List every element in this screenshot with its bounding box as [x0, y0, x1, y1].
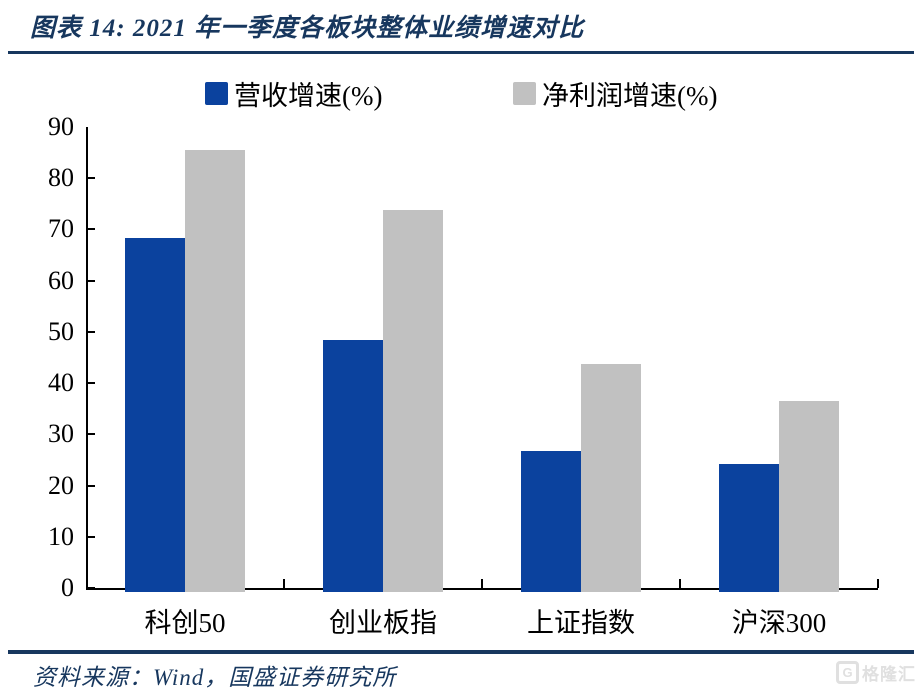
watermark-text: 格隆汇	[862, 665, 916, 684]
bar-营收增速(%)-上证指数	[521, 450, 581, 592]
watermark-logo-icon: G	[836, 661, 859, 684]
y-axis-tick-mark	[86, 535, 95, 538]
legend-label-profit: 净利润增速(%)	[542, 80, 718, 111]
y-axis-tick-mark	[86, 177, 95, 180]
data-source-note: 资料来源：Wind，国盛证券研究所	[33, 665, 397, 690]
y-axis-tick-label: 70	[48, 214, 74, 244]
x-axis-category-label: 沪深300	[731, 608, 827, 638]
y-axis-tick-mark	[86, 228, 95, 231]
watermark: G 格隆汇	[836, 660, 916, 685]
y-axis-tick-label: 80	[48, 163, 74, 193]
y-axis-tick-label: 10	[48, 521, 74, 551]
figure-title: 图表 14: 2021 年一季度各板块整体业绩增速对比	[30, 15, 585, 42]
bar-净利润增速(%)-沪深300	[779, 401, 839, 592]
legend-label-revenue: 营收增速(%)	[234, 80, 383, 111]
y-axis-tick-mark	[86, 330, 95, 333]
y-axis-tick-mark	[86, 382, 95, 385]
footer-divider-line	[8, 650, 914, 654]
y-axis-tick-label: 90	[48, 112, 74, 141]
bar-营收增速(%)-沪深300	[719, 463, 779, 592]
bar-净利润增速(%)-科创50	[185, 149, 245, 592]
y-axis-tick-label: 0	[61, 573, 74, 602]
x-axis-tick-mark	[877, 579, 879, 588]
y-axis-tick-label: 30	[48, 419, 74, 449]
x-axis-line	[86, 588, 878, 590]
x-axis-tick-mark	[679, 579, 681, 588]
x-axis-category-label: 上证指数	[527, 608, 635, 638]
x-axis-category-label: 科创50	[144, 608, 226, 638]
y-axis-tick-mark	[86, 433, 95, 436]
y-axis-line	[86, 127, 88, 590]
x-axis-category-label: 创业板指	[329, 608, 437, 638]
bar-净利润增速(%)-上证指数	[581, 364, 641, 592]
y-axis-tick-label: 40	[48, 368, 74, 398]
legend-swatch-profit	[513, 81, 536, 105]
bar-营收增速(%)-科创50	[125, 238, 185, 592]
y-axis-tick-label: 20	[48, 470, 74, 500]
bar-净利润增速(%)-创业板指	[383, 210, 443, 592]
y-axis-tick-mark	[86, 279, 95, 282]
bar-营收增速(%)-创业板指	[323, 339, 383, 592]
legend-swatch-revenue	[205, 81, 228, 105]
y-axis-tick-mark	[86, 484, 95, 487]
y-axis-tick-label: 50	[48, 316, 74, 346]
title-divider-line	[8, 51, 914, 54]
y-axis-tick-label: 60	[48, 265, 74, 295]
x-axis-tick-mark	[283, 579, 285, 588]
legend-item-profit: 净利润增速(%)	[513, 76, 718, 111]
x-axis-tick-mark	[481, 579, 483, 588]
legend-item-revenue: 营收增速(%)	[205, 76, 383, 111]
